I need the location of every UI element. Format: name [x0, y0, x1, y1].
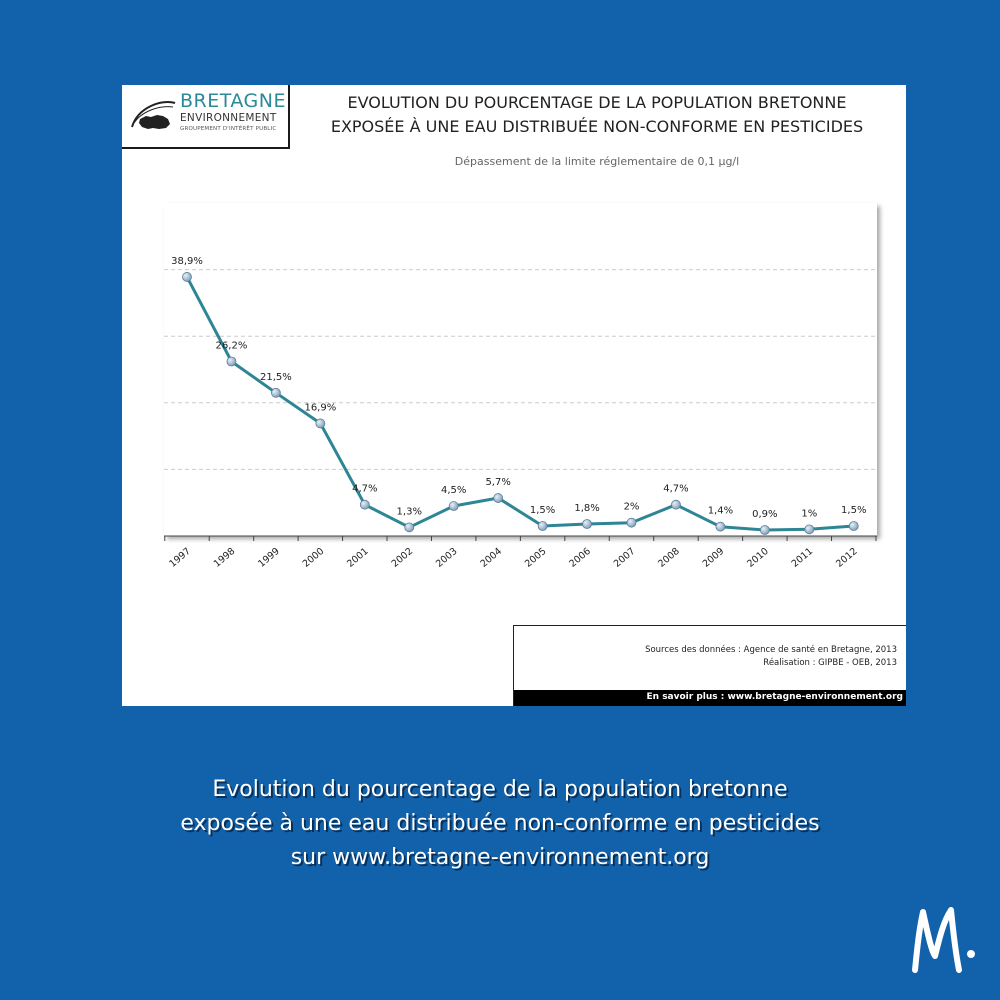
data-point	[315, 418, 326, 429]
data-label: 21,5%	[260, 372, 292, 383]
x-tick-label: 2009	[701, 546, 727, 570]
data-label: 2%	[624, 502, 640, 513]
data-label: 1,8%	[574, 503, 599, 514]
data-label: 26,2%	[216, 341, 248, 352]
x-tick-label: 2011	[790, 546, 816, 570]
data-point	[671, 499, 681, 510]
data-label: 38,9%	[171, 256, 203, 267]
x-tick-label: 1998	[212, 546, 238, 570]
data-point	[182, 272, 192, 282]
data-label: 5,7%	[485, 477, 510, 488]
caption-line1: Evolution du pourcentage de la populatio…	[212, 777, 788, 802]
data-label: 1,5%	[841, 505, 866, 516]
chart-subtitle: Dépassement de la limite réglementaire d…	[454, 155, 740, 168]
data-point	[848, 521, 859, 531]
data-label: 16,9%	[304, 402, 336, 413]
x-tick-label: 1997	[167, 546, 193, 570]
data-markers	[182, 272, 859, 535]
data-point	[493, 493, 504, 503]
caption: Evolution du pourcentage de la populatio…	[0, 773, 1000, 875]
plot-area	[164, 203, 877, 536]
x-tick-label: 2001	[345, 546, 371, 570]
chart-title-line1: EVOLUTION DU POURCENTAGE DE LA POPULATIO…	[347, 93, 847, 112]
x-tick-label: 2007	[612, 546, 638, 570]
more-info-link[interactable]: En savoir plus : www.bretagne-environnem…	[646, 692, 904, 702]
data-point	[226, 356, 237, 367]
bretagne-map-swoosh-icon	[131, 101, 176, 129]
x-tick-label: 2006	[567, 546, 593, 570]
data-point	[626, 517, 637, 528]
chart-card: 38,9% 26,2% 21,5% 16,9% 4,7% 1,3% 4,5% 5,7% 1,5%…	[122, 85, 906, 706]
x-tick-label: 2008	[656, 546, 682, 570]
data-point	[404, 522, 415, 533]
data-point	[448, 501, 459, 511]
sources-text: Sources des données : Agence de santé en…	[645, 645, 897, 655]
handwritten-m-icon	[912, 907, 975, 973]
data-point	[804, 524, 815, 535]
x-ticks	[164, 536, 877, 541]
line-chart: 38,9% 26,2% 21,5% 16,9% 4,7% 1,3% 4,5% 5,7% 1,5%…	[164, 203, 877, 570]
data-point	[537, 521, 548, 531]
x-tick-label: 2010	[745, 546, 771, 570]
logo-subtitle: ENVIRONNEMENT	[180, 112, 277, 124]
data-label: 4,7%	[663, 484, 688, 495]
x-tick-label: 2012	[834, 546, 860, 570]
x-tick-label: 2000	[301, 546, 327, 570]
caption-line2: exposée à une eau distribuée non-conform…	[180, 811, 820, 836]
x-tick-label: 1999	[256, 546, 282, 570]
more-info-bar: En savoir plus : www.bretagne-environnem…	[514, 690, 906, 706]
x-tick-label: 2003	[434, 546, 460, 570]
data-point	[759, 525, 770, 535]
data-label: 1%	[801, 508, 817, 519]
data-label: 1,4%	[708, 506, 733, 517]
data-point	[359, 499, 370, 510]
data-labels: 38,9% 26,2% 21,5% 16,9% 4,7% 1,3% 4,5% 5,7% 1,5%…	[171, 256, 866, 520]
chart-title-line2: EXPOSÉE À UNE EAU DISTRIBUÉE NON-CONFORM…	[330, 117, 864, 136]
data-label: 1,5%	[530, 505, 555, 516]
x-tick-label: 2005	[523, 546, 549, 570]
x-tick-label: 2002	[390, 546, 416, 570]
x-tick-label: 2004	[478, 546, 504, 570]
caption-line3[interactable]: sur www.bretagne-environnement.org	[290, 845, 710, 870]
logo-tagline: GROUPEMENT D'INTÉRÊT PUBLIC	[180, 126, 277, 132]
x-tick-labels: 1997 1998 1999 2000 2001 2002 2003 2004 2005 2006…	[167, 546, 859, 570]
logo: BRETAGNE ENVIRONNEMENT GROUPEMENT D'INTÉ…	[122, 85, 290, 149]
data-point	[715, 521, 726, 532]
data-point	[582, 519, 592, 529]
data-label: 4,7%	[352, 484, 377, 495]
data-point	[270, 387, 281, 398]
chart-title: EVOLUTION DU POURCENTAGE DE LA POPULATIO…	[297, 91, 897, 139]
sources-box: Sources des données : Agence de santé en…	[513, 625, 906, 706]
data-label: 4,5%	[441, 485, 466, 496]
data-label: 0,9%	[752, 509, 777, 520]
series-line	[185, 276, 854, 532]
credits-text: Réalisation : GIPBE - OEB, 2013	[763, 658, 897, 668]
data-label: 1,3%	[397, 506, 422, 517]
logo-title: BRETAGNE	[180, 90, 286, 112]
